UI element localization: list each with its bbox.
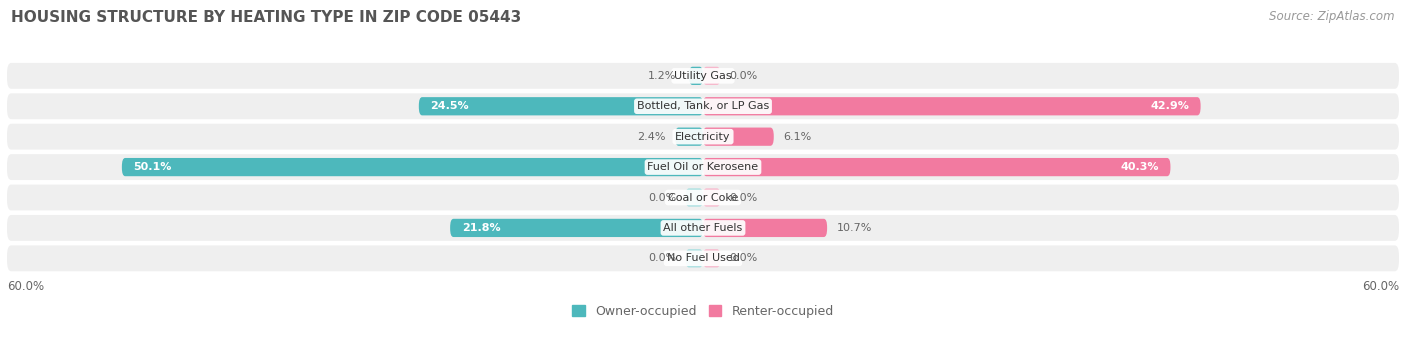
FancyBboxPatch shape [419, 97, 703, 115]
FancyBboxPatch shape [703, 158, 1170, 176]
FancyBboxPatch shape [703, 97, 1201, 115]
Text: 0.0%: 0.0% [730, 253, 758, 263]
Text: 40.3%: 40.3% [1121, 162, 1159, 172]
FancyBboxPatch shape [450, 219, 703, 237]
Text: 6.1%: 6.1% [783, 132, 811, 142]
FancyBboxPatch shape [686, 188, 703, 207]
FancyBboxPatch shape [7, 154, 1399, 180]
FancyBboxPatch shape [689, 67, 703, 85]
FancyBboxPatch shape [703, 249, 720, 267]
Text: 60.0%: 60.0% [7, 280, 44, 293]
Text: Source: ZipAtlas.com: Source: ZipAtlas.com [1270, 10, 1395, 23]
Text: 0.0%: 0.0% [730, 193, 758, 203]
FancyBboxPatch shape [675, 128, 703, 146]
Text: Utility Gas: Utility Gas [675, 71, 731, 81]
FancyBboxPatch shape [7, 63, 1399, 89]
Text: 0.0%: 0.0% [730, 71, 758, 81]
FancyBboxPatch shape [686, 249, 703, 267]
Text: 2.4%: 2.4% [637, 132, 666, 142]
Text: Electricity: Electricity [675, 132, 731, 142]
Text: 60.0%: 60.0% [1362, 280, 1399, 293]
Text: 42.9%: 42.9% [1150, 101, 1189, 111]
Text: No Fuel Used: No Fuel Used [666, 253, 740, 263]
FancyBboxPatch shape [703, 128, 773, 146]
FancyBboxPatch shape [703, 188, 720, 207]
Text: 24.5%: 24.5% [430, 101, 470, 111]
FancyBboxPatch shape [7, 246, 1399, 271]
Text: Coal or Coke: Coal or Coke [668, 193, 738, 203]
Text: 0.0%: 0.0% [648, 253, 676, 263]
Text: All other Fuels: All other Fuels [664, 223, 742, 233]
FancyBboxPatch shape [7, 184, 1399, 210]
Text: Fuel Oil or Kerosene: Fuel Oil or Kerosene [647, 162, 759, 172]
Text: Bottled, Tank, or LP Gas: Bottled, Tank, or LP Gas [637, 101, 769, 111]
FancyBboxPatch shape [7, 93, 1399, 119]
FancyBboxPatch shape [122, 158, 703, 176]
FancyBboxPatch shape [7, 215, 1399, 241]
Text: 21.8%: 21.8% [461, 223, 501, 233]
FancyBboxPatch shape [703, 219, 827, 237]
FancyBboxPatch shape [7, 124, 1399, 150]
Text: 0.0%: 0.0% [648, 193, 676, 203]
Text: HOUSING STRUCTURE BY HEATING TYPE IN ZIP CODE 05443: HOUSING STRUCTURE BY HEATING TYPE IN ZIP… [11, 10, 522, 25]
Text: 10.7%: 10.7% [837, 223, 872, 233]
Text: 50.1%: 50.1% [134, 162, 172, 172]
Legend: Owner-occupied, Renter-occupied: Owner-occupied, Renter-occupied [568, 300, 838, 323]
FancyBboxPatch shape [703, 67, 720, 85]
Text: 1.2%: 1.2% [648, 71, 676, 81]
